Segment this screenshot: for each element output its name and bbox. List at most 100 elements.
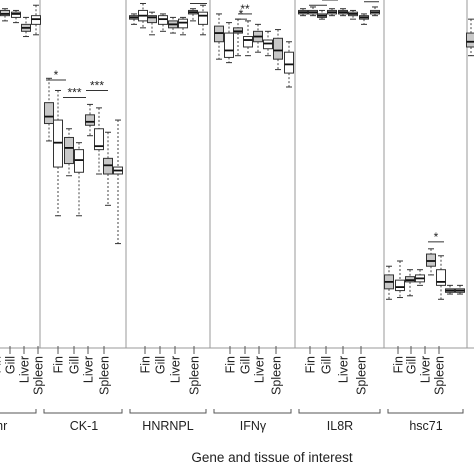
box-body	[466, 32, 474, 48]
box	[147, 11, 157, 36]
tissue-label: Fin	[52, 356, 66, 373]
tissue-label: Gill	[239, 356, 253, 374]
box	[426, 248, 436, 276]
box-body	[395, 279, 405, 292]
box	[158, 13, 168, 32]
gene-label: thr	[0, 419, 7, 433]
significance-label: ***	[67, 85, 81, 99]
gene-group-bracket	[129, 409, 207, 414]
box	[53, 89, 63, 217]
gene-label: HNRNPL	[142, 419, 193, 433]
box	[415, 269, 425, 286]
box	[338, 8, 348, 17]
box	[85, 103, 95, 137]
tissue-tick-labels: Fin Gill Liver Spleen Fin Gill Liver Spleen Fin G…	[0, 346, 447, 395]
box	[188, 8, 198, 22]
gene-label: hsc71	[409, 419, 442, 433]
box	[263, 30, 273, 57]
significance-annotations: ******************	[46, 0, 444, 244]
box-body	[284, 51, 294, 74]
box	[284, 41, 294, 88]
tissue-label: Fin	[304, 356, 318, 373]
significance-label: **	[240, 2, 250, 16]
box	[44, 77, 54, 142]
tissue-label: Fin	[224, 356, 238, 373]
box	[178, 16, 188, 36]
tissue-label: Spleen	[188, 356, 202, 395]
significance-label: **	[367, 0, 377, 4]
box	[138, 2, 148, 29]
box	[129, 13, 139, 25]
box	[405, 269, 415, 297]
gene-group-labels: thr CK-1 HNRNPL IFNγ IL8R hsc71	[0, 409, 464, 433]
gene-label: IFNγ	[240, 419, 267, 433]
box	[224, 22, 234, 64]
tissue-label: Spleen	[32, 356, 46, 395]
box-body	[147, 15, 157, 24]
box	[395, 260, 405, 299]
box-body	[436, 269, 446, 286]
box	[308, 6, 318, 17]
tissue-label: Spleen	[270, 356, 284, 395]
box-plot-series	[0, 2, 474, 300]
box	[198, 4, 208, 36]
tissue-label: Liver	[82, 356, 96, 383]
tissue-label: Liver	[169, 356, 183, 383]
tissue-label: Gill	[154, 356, 168, 374]
tissue-label: Spleen	[355, 356, 369, 395]
tissue-label: Gill	[68, 356, 82, 374]
box	[31, 4, 41, 36]
tissue-label: Liver	[18, 356, 32, 383]
box	[436, 255, 446, 300]
gene-group-bracket	[298, 409, 381, 414]
tissue-label: Fin	[139, 356, 153, 373]
gene-group-bracket	[43, 409, 123, 414]
significance-label: *	[196, 0, 201, 5]
box	[11, 9, 21, 24]
box	[445, 284, 455, 295]
box	[243, 20, 253, 57]
tissue-label: Gill	[4, 356, 18, 374]
box	[359, 13, 369, 25]
box	[168, 16, 178, 34]
tissue-label: Liver	[253, 356, 267, 383]
box	[317, 9, 327, 20]
gene-group-bracket	[387, 409, 464, 414]
box	[348, 9, 358, 20]
box-body	[44, 102, 54, 125]
box	[113, 119, 123, 245]
box-body	[273, 37, 283, 60]
box	[74, 142, 84, 217]
box-body	[198, 11, 208, 25]
box	[94, 107, 104, 175]
box-body	[94, 128, 104, 151]
box	[214, 13, 224, 60]
box	[64, 128, 74, 177]
x-axis-label: Gene and tissue of interest	[191, 450, 353, 465]
gene-panels	[0, 0, 474, 349]
box	[233, 18, 243, 57]
gene-label: IL8R	[327, 419, 353, 433]
box	[253, 23, 263, 53]
box	[273, 29, 283, 71]
box	[327, 8, 337, 17]
significance-label: ***	[90, 78, 104, 92]
tissue-label: Spleen	[98, 356, 112, 395]
box	[103, 131, 113, 206]
significance-label: *	[54, 68, 59, 82]
tissue-label: Gill	[320, 356, 334, 374]
tissue-label: Spleen	[433, 356, 447, 395]
tissue-label: Liver	[337, 356, 351, 383]
significance-label: ***	[323, 0, 337, 2]
box-body	[64, 136, 74, 165]
tissue-label: Liver	[419, 356, 433, 383]
tissue-label: Gill	[405, 356, 419, 374]
significance-label: *	[434, 230, 439, 244]
box	[455, 284, 465, 295]
box	[370, 6, 380, 17]
box-body	[85, 114, 95, 126]
gene-label: CK-1	[70, 419, 99, 433]
box-body	[224, 32, 234, 58]
box	[21, 16, 31, 38]
